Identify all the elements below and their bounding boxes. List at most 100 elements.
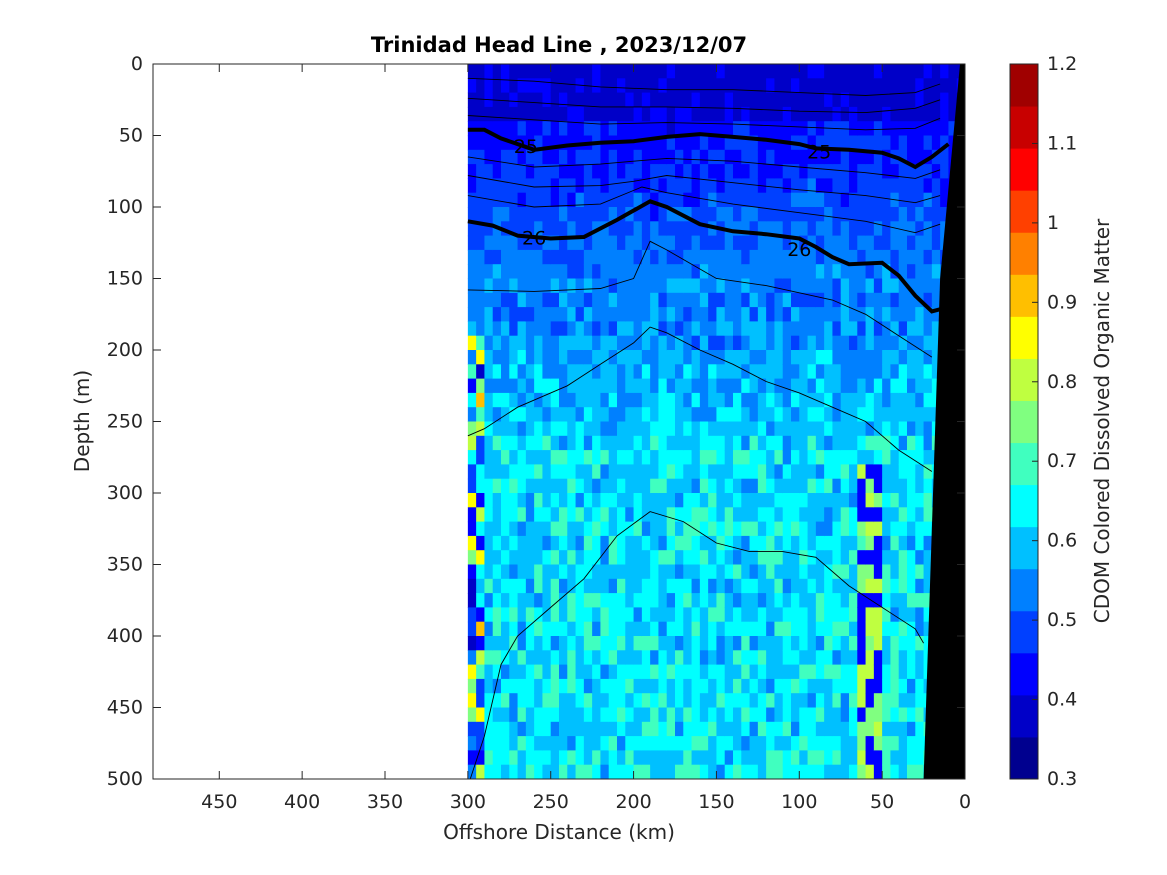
heatmap-cell xyxy=(849,750,858,766)
heatmap-cell xyxy=(658,106,668,122)
heatmap-cell xyxy=(865,664,875,680)
heatmap-cell xyxy=(550,78,560,94)
heatmap-cell xyxy=(517,92,527,108)
heatmap-cell xyxy=(724,392,734,408)
heatmap-cell xyxy=(476,707,486,723)
heatmap-cell xyxy=(592,292,602,308)
heatmap-cell xyxy=(699,92,709,108)
heatmap-cell xyxy=(741,364,751,380)
heatmap-cell xyxy=(741,121,751,137)
heatmap-cell xyxy=(467,564,477,580)
heatmap-cell xyxy=(882,207,892,222)
heatmap-cell xyxy=(641,378,651,394)
heatmap-cell xyxy=(940,221,950,237)
heatmap-cell xyxy=(782,278,792,294)
heatmap-cell xyxy=(791,121,800,137)
colorbar-tick-label: 0.3 xyxy=(1047,768,1077,790)
heatmap-cell xyxy=(592,121,602,137)
heatmap-cell xyxy=(741,664,751,680)
heatmap-cell xyxy=(501,235,510,251)
heatmap-cell xyxy=(915,693,925,709)
heatmap-cell xyxy=(857,650,867,666)
heatmap-cell xyxy=(592,392,602,408)
heatmap-cell xyxy=(832,106,842,122)
heatmap-cell xyxy=(782,478,792,494)
heatmap-cell xyxy=(467,478,477,494)
heatmap-cell xyxy=(716,92,726,108)
heatmap-cell xyxy=(683,736,693,751)
colorbar-swatch xyxy=(1010,148,1038,191)
heatmap-cell xyxy=(608,421,618,437)
heatmap-cell xyxy=(815,535,825,551)
heatmap-cell xyxy=(509,621,519,637)
heatmap-cell xyxy=(600,621,610,637)
heatmap-cell xyxy=(865,678,875,694)
heatmap-cell xyxy=(749,678,759,694)
heatmap-cell xyxy=(567,507,577,523)
heatmap-cell xyxy=(815,307,825,322)
heatmap-cell xyxy=(501,664,510,680)
heatmap-cell xyxy=(815,178,825,194)
heatmap-cell xyxy=(890,507,900,523)
heatmap-cell xyxy=(484,607,494,623)
heatmap-cell xyxy=(832,164,842,179)
heatmap-cell xyxy=(666,550,676,566)
heatmap-cell xyxy=(650,178,660,194)
heatmap-cell xyxy=(534,249,544,265)
heatmap-cell xyxy=(824,135,834,151)
heatmap-cell xyxy=(749,636,759,651)
heatmap-cell xyxy=(766,78,776,94)
heatmap-cell xyxy=(749,121,759,137)
heatmap-cell xyxy=(824,264,834,280)
heatmap-cell xyxy=(617,421,626,437)
heatmap-cell xyxy=(600,721,610,737)
heatmap-cell xyxy=(741,378,751,394)
heatmap-cell xyxy=(840,407,850,423)
heatmap-cell xyxy=(625,235,635,251)
heatmap-cell xyxy=(484,307,494,322)
heatmap-cell xyxy=(608,335,618,351)
heatmap-cell xyxy=(550,235,560,251)
heatmap-cell xyxy=(509,678,519,694)
heatmap-cell xyxy=(567,578,577,594)
heatmap-cell xyxy=(824,121,834,137)
heatmap-cell xyxy=(733,235,742,251)
heatmap-cell xyxy=(923,92,933,108)
heatmap-cell xyxy=(675,521,684,537)
heatmap-cell xyxy=(583,721,593,737)
heatmap-cell xyxy=(782,493,792,508)
contour-label: 26 xyxy=(787,239,811,261)
heatmap-cell xyxy=(799,235,809,251)
heatmap-cell xyxy=(550,721,560,737)
heatmap-cell xyxy=(550,578,560,594)
heatmap-cell xyxy=(840,593,850,608)
heatmap-cell xyxy=(641,149,651,165)
heatmap-cell xyxy=(575,121,585,137)
heatmap-cell xyxy=(525,121,535,137)
heatmap-cell xyxy=(542,364,552,380)
heatmap-cell xyxy=(832,450,842,465)
heatmap-cell xyxy=(865,249,875,265)
heatmap-cell xyxy=(691,464,701,480)
heatmap-cell xyxy=(757,221,767,237)
heatmap-cell xyxy=(799,450,809,465)
heatmap-cell xyxy=(849,593,858,608)
heatmap-cell xyxy=(766,435,776,451)
heatmap-cell xyxy=(791,149,800,165)
heatmap-cell xyxy=(476,664,486,680)
heatmap-cell xyxy=(873,92,883,108)
heatmap-cell xyxy=(741,407,751,423)
heatmap-cell xyxy=(815,78,825,94)
heatmap-cell xyxy=(716,235,726,251)
heatmap-cell xyxy=(724,106,734,122)
heatmap-cell xyxy=(683,135,693,151)
heatmap-cell xyxy=(774,593,784,608)
heatmap-cell xyxy=(467,678,477,694)
heatmap-cell xyxy=(840,464,850,480)
isopycnal-thin xyxy=(467,115,941,131)
heatmap-cell xyxy=(873,335,883,351)
heatmap-cell xyxy=(592,92,602,108)
heatmap-cell xyxy=(592,307,602,322)
heatmap-cell xyxy=(824,307,834,322)
heatmap-cell xyxy=(807,478,817,494)
